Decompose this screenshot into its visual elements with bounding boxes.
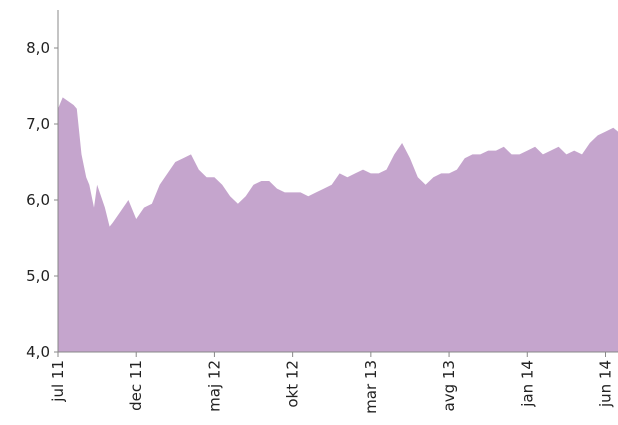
x-tick-label: maj 12 bbox=[205, 360, 223, 412]
y-tick-label: 6,0 bbox=[26, 191, 50, 209]
x-tick-label: dec 11 bbox=[127, 360, 145, 411]
x-tick-label: okt 12 bbox=[284, 360, 302, 408]
area bbox=[58, 97, 618, 353]
y-tick-label: 8,0 bbox=[26, 39, 50, 57]
x-tick-label: jun 14 bbox=[596, 360, 614, 408]
x-tick-label: avg 13 bbox=[440, 360, 458, 411]
y-tick-label: 7,0 bbox=[26, 115, 50, 133]
y-tick-label: 5,0 bbox=[26, 267, 50, 285]
x-tick-label: jul 11 bbox=[49, 360, 67, 403]
x-tick-label: jan 14 bbox=[518, 360, 536, 408]
y-tick-label: 4,0 bbox=[26, 343, 50, 361]
x-tick-label: mar 13 bbox=[362, 360, 380, 414]
